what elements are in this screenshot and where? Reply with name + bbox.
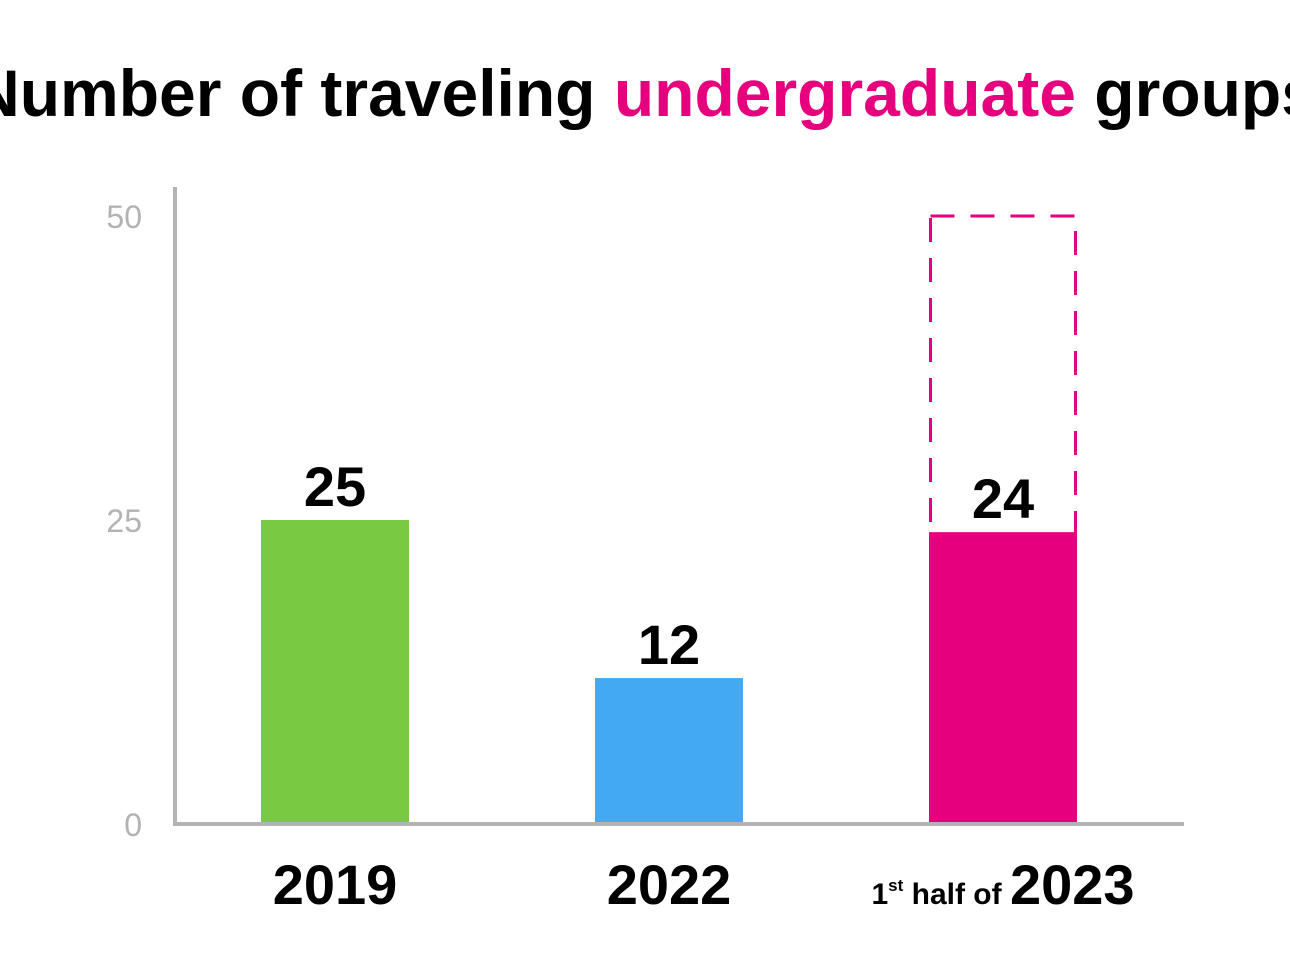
y-tick-label: 25 — [106, 503, 142, 539]
category-label: 1st half of 2023 — [871, 853, 1134, 916]
y-tick-label: 50 — [106, 199, 142, 235]
y-axis-ticks: 0 25 50 — [106, 199, 142, 843]
value-label: 12 — [638, 613, 700, 676]
category-prefix-rest: half of — [903, 878, 1010, 911]
bar-2019 — [261, 520, 409, 824]
value-labels: 25 12 24 — [304, 455, 1034, 676]
category-year: 2022 — [607, 853, 732, 916]
category-prefix: 1 — [871, 878, 888, 911]
x-axis-categories: 2019 2022 1st half of 2023 — [273, 853, 1135, 916]
chart-title: Number of traveling undergraduate groups — [0, 56, 1290, 130]
category-year: 2023 — [1010, 853, 1135, 916]
category-label: 2019 — [273, 853, 398, 916]
category-prefix-superscript: st — [888, 876, 903, 895]
bars — [261, 520, 1077, 824]
projection-dashed-outline — [929, 214, 1077, 826]
chart-title-part: groups — [1076, 56, 1290, 130]
category-year: 2019 — [273, 853, 398, 916]
value-label: 24 — [972, 467, 1034, 530]
category-label: 2022 — [607, 853, 732, 916]
y-tick-label: 0 — [124, 807, 142, 843]
bar-2023 — [929, 532, 1077, 824]
value-label: 25 — [304, 455, 366, 518]
chart-title-part: undergraduate — [614, 56, 1076, 130]
projection-layer — [929, 214, 1077, 826]
chart-title-part: Number of traveling — [0, 56, 614, 130]
bar-2022 — [595, 678, 743, 824]
